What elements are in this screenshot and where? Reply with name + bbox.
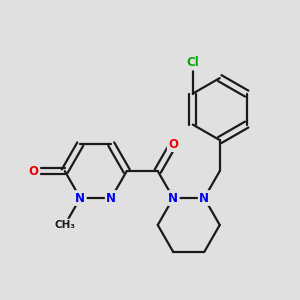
Text: Cl: Cl — [186, 56, 199, 69]
Text: N: N — [199, 191, 209, 205]
Text: CH₃: CH₃ — [54, 220, 75, 230]
Text: N: N — [106, 191, 116, 205]
Text: N: N — [168, 191, 178, 205]
Text: O: O — [168, 138, 178, 151]
Text: N: N — [75, 191, 85, 205]
Text: O: O — [29, 165, 39, 178]
